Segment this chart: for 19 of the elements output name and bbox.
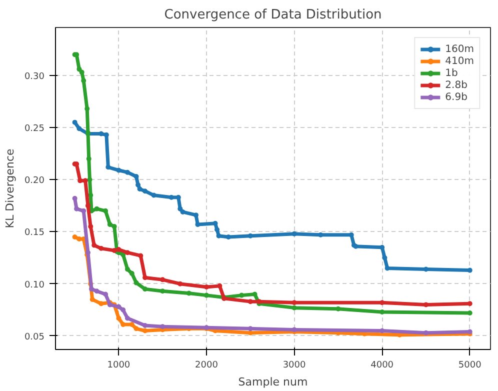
y-axis-title: KL Divergence xyxy=(3,148,16,228)
y-tick-label: 0.10 xyxy=(24,280,45,290)
x-tick-label: 1000 xyxy=(107,360,130,370)
y-tick-label: 0.05 xyxy=(24,332,45,342)
y-tick-label: 0.30 xyxy=(24,72,45,82)
x-tick-label: 3000 xyxy=(282,360,306,370)
x-tick-label: 5000 xyxy=(458,360,482,370)
x-tick-label: 2000 xyxy=(195,360,218,370)
x-tick-label: 4000 xyxy=(370,360,394,370)
legend-label: 410m xyxy=(445,55,474,67)
chart-title: Convergence of Data Distribution xyxy=(164,8,382,22)
y-tick-label: 0.20 xyxy=(24,176,45,186)
legend-label: 1b xyxy=(445,67,459,79)
legend-label: 160m xyxy=(445,43,474,55)
legend-label: 6.9b xyxy=(445,91,468,103)
legend-label: 2.8b xyxy=(445,79,468,91)
y-tick-label: 0.25 xyxy=(24,124,45,134)
x-axis-title: Sample num xyxy=(238,376,308,388)
y-tick-label: 0.15 xyxy=(24,228,45,238)
